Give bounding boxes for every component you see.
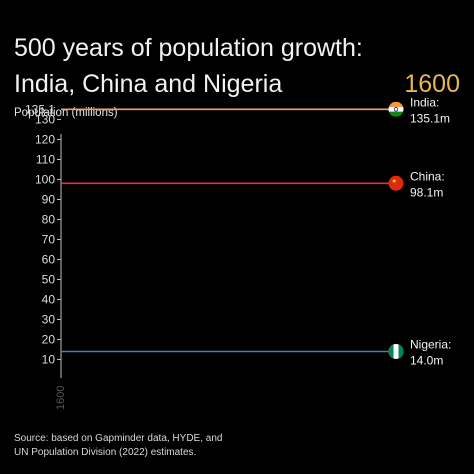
chart-title: 500 years of population growth: India, C…	[14, 30, 363, 102]
y-tick-label: 20	[42, 333, 56, 347]
china-flag-icon: ★	[388, 175, 404, 191]
china-series-name: China:	[410, 169, 445, 183]
source-line-1: Source: based on Gapminder data, HYDE, a…	[14, 433, 223, 444]
y-tick-label: 70	[42, 233, 56, 247]
nigeria-flag-icon	[388, 344, 404, 359]
y-tick-label: 40	[42, 293, 56, 307]
nigeria-value-label: 14.0m	[410, 354, 443, 368]
y-tick-label: 100	[35, 173, 55, 187]
title-line-1: 500 years of population growth:	[14, 34, 363, 62]
nigeria-series-name: Nigeria:	[410, 338, 451, 352]
y-tick-label: 80	[42, 213, 56, 227]
y-tick-label: 30	[42, 313, 56, 327]
india-series-name: India:	[410, 95, 439, 109]
china-value-label: 98.1m	[410, 185, 443, 199]
y-tick-label: 110	[36, 153, 55, 167]
year-indicator: 1600	[404, 70, 460, 98]
y-tick-label: 130	[35, 113, 55, 127]
svg-text:★: ★	[392, 178, 397, 185]
y-tick-label: 120	[35, 133, 55, 147]
y-tick-label: 50	[42, 273, 56, 287]
y-tick-label: 10	[42, 353, 56, 367]
x-tick-label: 1600	[55, 386, 67, 410]
y-max-label: 135.1	[25, 102, 55, 116]
y-tick-label: 90	[42, 193, 56, 207]
source-note: Source: based on Gapminder data, HYDE, a…	[14, 432, 314, 460]
source-line-2: UN Population Division (2022) estimates.	[14, 447, 197, 458]
y-tick-label: 60	[42, 253, 56, 267]
india-flag-icon	[388, 101, 404, 117]
title-line-2: India, China and Nigeria	[14, 70, 283, 98]
india-value-label: 135.1m	[410, 111, 450, 125]
